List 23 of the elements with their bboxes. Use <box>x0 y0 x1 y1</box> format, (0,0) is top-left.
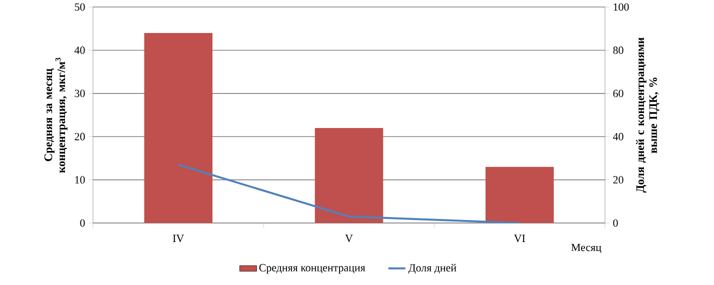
y2-tick-label: 80 <box>613 46 624 54</box>
y-tick-label: 10 <box>75 176 85 184</box>
y2-tick-label: 100 <box>614 3 629 11</box>
x-tick-label: VI <box>514 234 526 242</box>
y-tick-label: 30 <box>74 90 85 98</box>
y-axis-title: Средняя за месяц концентрация, мкг/м$^{3}$ <box>44 58 68 173</box>
y2-axis-title: Доля дней с концентрациями выше ПДК, % <box>636 38 660 193</box>
bar <box>144 32 212 224</box>
y2-tick-label: 0 <box>613 219 618 227</box>
y2-tick-label: 40 <box>612 132 624 140</box>
bar <box>486 166 554 224</box>
y-tick-label: 40 <box>74 46 85 54</box>
x-axis-title: Месяц <box>571 244 602 254</box>
x-tick-label: IV <box>172 234 184 242</box>
y-tick-label: 20 <box>74 132 85 140</box>
y2-tick-label: 60 <box>613 90 624 98</box>
y2-tick-label: 20 <box>613 176 624 184</box>
legend-label: Доля дней <box>408 264 456 274</box>
legend-label: Средняя концентрация <box>259 264 366 274</box>
y-tick-label: 0 <box>80 219 85 227</box>
y-tick-label: 50 <box>74 3 85 11</box>
bar <box>314 128 384 224</box>
x-tick-label: V <box>345 234 353 242</box>
